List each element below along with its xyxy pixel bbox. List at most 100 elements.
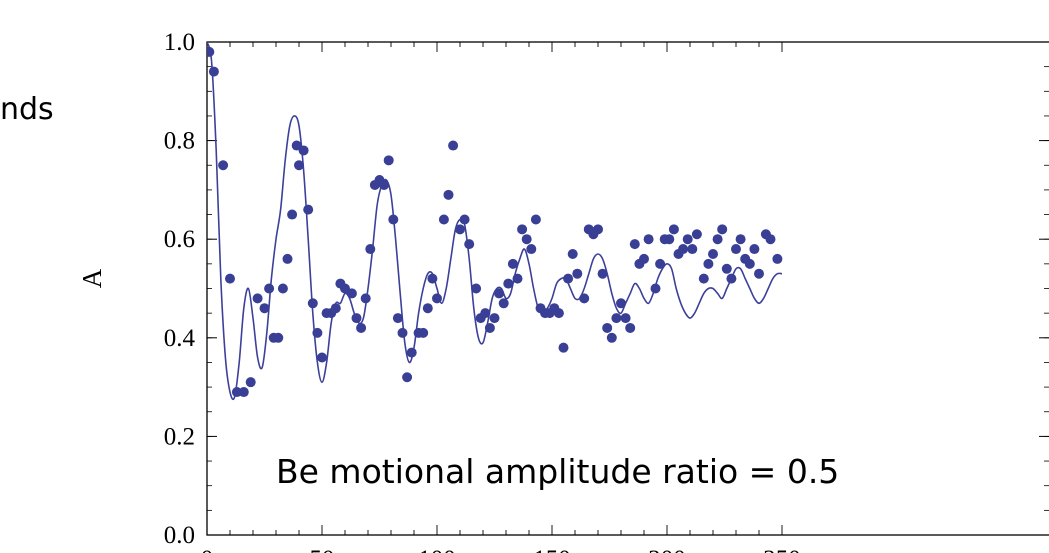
data-point [749, 244, 760, 255]
data-point [512, 273, 523, 284]
data-point [455, 224, 465, 235]
data-point [602, 322, 613, 333]
data-point [397, 327, 408, 338]
data-point [484, 322, 495, 333]
data-point [678, 244, 689, 255]
data-point [721, 263, 732, 274]
data-point [312, 327, 323, 338]
data-point [418, 327, 429, 338]
data-point [291, 140, 302, 151]
data-point [593, 224, 603, 235]
data-point [530, 214, 541, 225]
fit-curve [207, 41, 783, 401]
data-point [471, 283, 482, 294]
data-point [252, 293, 263, 304]
data-point [655, 258, 666, 269]
data-point [218, 160, 229, 171]
data-point [726, 273, 737, 284]
y-tick-label: 0.8 [164, 128, 195, 155]
x-tick-label: 100 [418, 546, 456, 553]
data-point [307, 298, 318, 309]
data-point [298, 145, 309, 156]
data-point [567, 248, 578, 259]
data-point [208, 66, 219, 77]
data-point [579, 293, 590, 304]
data-point [664, 234, 675, 245]
x-tick-label: 0 [201, 546, 214, 553]
data-point [207, 46, 215, 57]
data-point [317, 352, 327, 363]
data-point [772, 253, 783, 264]
data-point [303, 204, 314, 215]
data-point [507, 258, 518, 269]
data-point [558, 342, 569, 353]
data-point [259, 303, 270, 314]
data-point [650, 283, 661, 294]
x-tick-label: 150 [533, 546, 571, 553]
data-point [668, 224, 679, 235]
data-point [639, 253, 649, 264]
data-point [360, 293, 371, 304]
data-point [379, 179, 390, 190]
data-point [330, 303, 341, 314]
data-point [287, 209, 298, 220]
data-point [282, 253, 293, 264]
data-point [498, 298, 509, 309]
data-point [273, 332, 284, 343]
data-point [225, 273, 235, 284]
y-tick-label: 1.0 [164, 29, 195, 56]
data-point [245, 377, 256, 388]
data-point [517, 224, 528, 235]
data-point [340, 283, 350, 294]
data-point [392, 313, 403, 324]
data-point [572, 268, 583, 279]
data-point [682, 234, 693, 245]
data-point [744, 258, 755, 269]
data-point [735, 234, 746, 245]
data-point [503, 278, 514, 289]
slide-text-fragment: nds [0, 92, 54, 127]
data-point [629, 239, 640, 250]
data-point [448, 140, 459, 151]
data-point [597, 268, 608, 279]
data-point [443, 189, 454, 200]
data-point [563, 273, 574, 284]
data-point [703, 258, 714, 269]
data-point [480, 308, 491, 319]
data-point [717, 224, 728, 235]
data-point [691, 229, 702, 240]
data-point [611, 313, 622, 324]
y-tick-label: 0.2 [164, 423, 195, 450]
data-point [427, 273, 438, 284]
data-point [464, 239, 475, 250]
data-point [698, 273, 709, 284]
x-tick-label: 200 [648, 546, 686, 553]
y-tick-label: 0.6 [164, 226, 195, 253]
data-point [521, 234, 532, 245]
data-point [346, 288, 357, 299]
data-point [754, 268, 764, 279]
data-point [277, 283, 288, 294]
y-tick-label: 0.4 [164, 325, 196, 352]
data-point [294, 160, 304, 171]
data-point [351, 313, 362, 324]
data-point [606, 332, 617, 343]
data-point [402, 372, 413, 383]
data-point [264, 283, 275, 294]
y-axis-label: A [77, 268, 107, 288]
chart-annotation: Be motional amplitude ratio = 0.5 [276, 452, 840, 491]
data-point [687, 244, 698, 255]
data-point [432, 293, 442, 304]
data-point [526, 244, 537, 255]
data-point [388, 214, 399, 225]
data-point [765, 234, 776, 245]
x-tick-label: 250 [763, 546, 801, 553]
data-point [643, 234, 654, 245]
data-point [231, 387, 242, 398]
data-point [712, 234, 723, 245]
data-point [553, 308, 564, 319]
data-point [406, 347, 417, 358]
data-point [625, 322, 636, 333]
